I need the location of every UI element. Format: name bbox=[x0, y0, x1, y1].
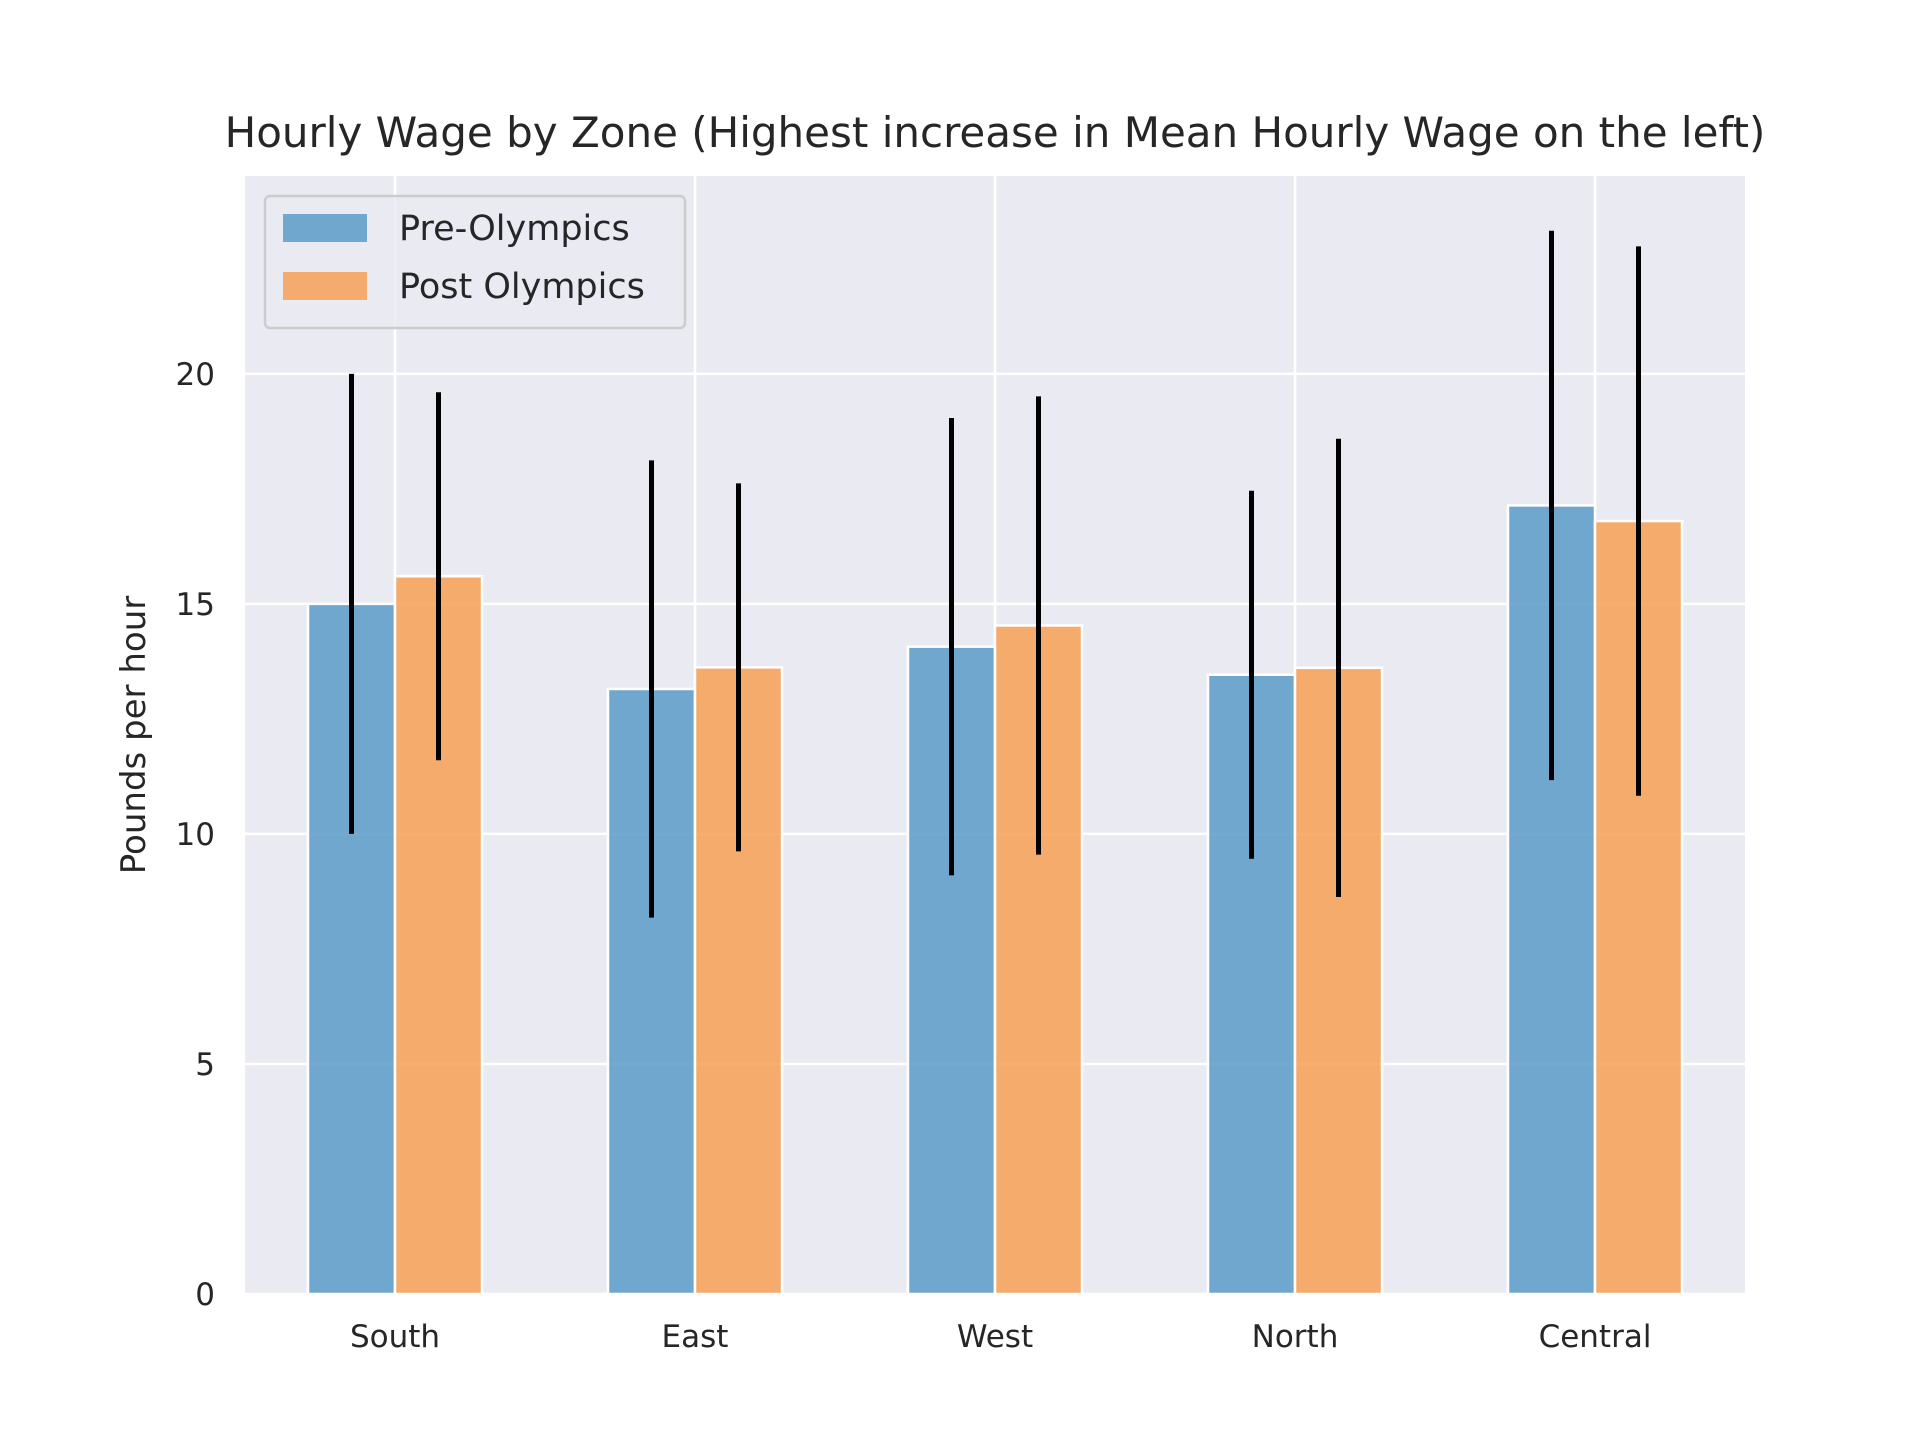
legend: Pre-Olympics Post Olympics bbox=[263, 194, 687, 330]
x-tick-label: Central bbox=[1539, 1319, 1652, 1355]
bar-pre-olympics-south bbox=[306, 602, 397, 1296]
legend-box bbox=[263, 194, 687, 330]
bar-pre-olympics-east bbox=[606, 687, 697, 1296]
y-tick-label: 5 bbox=[195, 1047, 215, 1083]
legend-label: Post Olympics bbox=[399, 267, 645, 307]
y-tick-label: 10 bbox=[176, 817, 215, 853]
y-tick-label: 15 bbox=[176, 587, 215, 623]
y-tick-label: 20 bbox=[176, 357, 215, 393]
y-tick-label: 0 bbox=[195, 1277, 215, 1313]
x-tick-label: East bbox=[662, 1319, 729, 1355]
legend-label: Pre-Olympics bbox=[399, 209, 630, 249]
y-axis-ticks: 0 5 10 15 20 bbox=[176, 357, 215, 1313]
chart-title: Hourly Wage by Zone (Highest increase in… bbox=[225, 108, 1766, 157]
y-axis-label: Pounds per hour bbox=[114, 596, 154, 874]
x-tick-label: West bbox=[957, 1319, 1033, 1355]
legend-swatch bbox=[283, 214, 367, 242]
error-bars bbox=[349, 230, 1641, 918]
legend-swatch bbox=[283, 272, 367, 300]
x-axis-ticks: South East West North Central bbox=[350, 1319, 1651, 1355]
x-tick-label: North bbox=[1252, 1319, 1339, 1355]
x-tick-label: South bbox=[350, 1319, 440, 1355]
